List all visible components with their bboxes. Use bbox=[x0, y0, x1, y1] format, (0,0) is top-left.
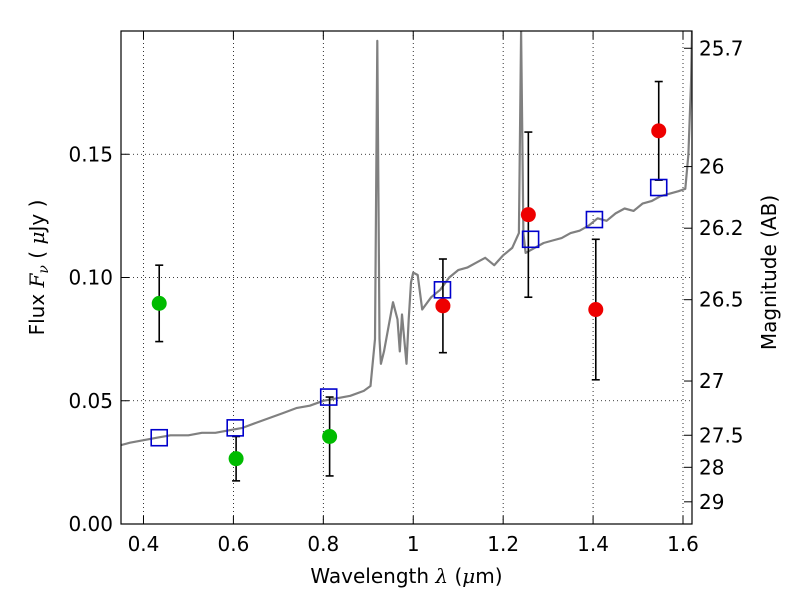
plot-frame bbox=[120, 30, 693, 525]
spectrum-line bbox=[121, 31, 692, 447]
red-photometry-point bbox=[435, 298, 451, 314]
y-tick-label: 0.15 bbox=[68, 142, 113, 166]
x-tick-label: 1 bbox=[407, 532, 420, 556]
mag-tick-label: 26.2 bbox=[699, 216, 744, 240]
mag-tick-label: 25.7 bbox=[699, 36, 744, 60]
mag-tick-label: 29 bbox=[699, 490, 724, 514]
mag-tick-label: 26 bbox=[699, 155, 724, 179]
x-tick-label: 0.4 bbox=[128, 532, 160, 556]
x-axis-title: Wavelength λ (μm) bbox=[310, 564, 502, 588]
model-square-marker bbox=[226, 419, 244, 437]
grid-lines bbox=[121, 31, 692, 524]
x-tick-label: 1.6 bbox=[667, 532, 699, 556]
x-tick-label: 1.4 bbox=[577, 532, 609, 556]
green-photometry-point bbox=[228, 451, 244, 467]
model-square-marker bbox=[433, 281, 452, 299]
mag-tick-label: 28 bbox=[699, 455, 724, 479]
axis-ticks: 0.4 0.6 0.8 1 1.2 1.4 1.6 0.00 0.05 0.10 0.15 25.7 2… bbox=[68, 31, 744, 556]
y-axis-title: Flux Fν ( μJy ) bbox=[25, 200, 52, 336]
y-tick-label: 0.10 bbox=[68, 266, 113, 290]
green-photometry-point bbox=[151, 295, 167, 311]
y2-axis-title: Magnitude (AB) bbox=[757, 195, 781, 350]
mag-tick-label: 26.5 bbox=[699, 288, 744, 312]
x-tick-label: 0.6 bbox=[217, 532, 249, 556]
green-photometry-point bbox=[322, 428, 338, 444]
red-photometry-point bbox=[588, 302, 604, 318]
x-tick-label: 0.8 bbox=[307, 532, 339, 556]
model-square-marker bbox=[585, 210, 604, 229]
red-photometry-point bbox=[520, 207, 536, 223]
y-tick-label: 0.05 bbox=[68, 389, 113, 413]
photometry-points bbox=[150, 80, 668, 482]
model-square-marker bbox=[319, 388, 338, 406]
mag-tick-label: 27 bbox=[699, 369, 724, 393]
model-square-marker bbox=[150, 428, 169, 447]
mag-tick-label: 27.5 bbox=[699, 423, 744, 447]
spectrum-layer bbox=[121, 31, 692, 447]
model-square-marker bbox=[649, 178, 668, 197]
x-tick-label: 1.2 bbox=[487, 532, 519, 556]
y-tick-label: 0.00 bbox=[68, 512, 113, 536]
red-photometry-point bbox=[651, 123, 667, 139]
model-square-marker bbox=[521, 230, 540, 249]
